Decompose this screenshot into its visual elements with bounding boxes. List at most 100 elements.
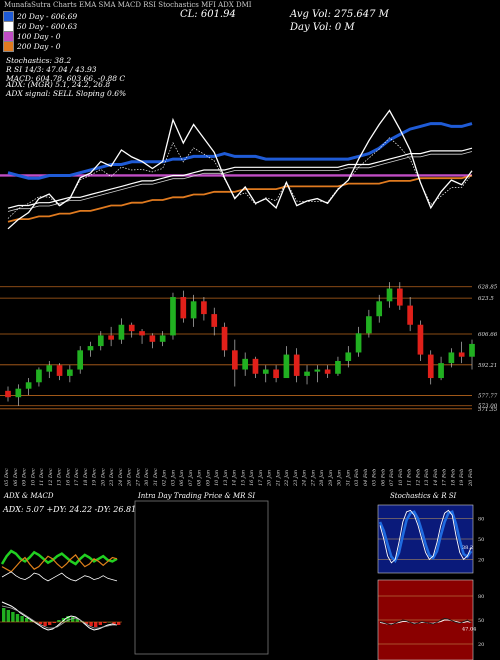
candle-body — [36, 369, 42, 383]
x-tick-label: 04 Feb — [363, 469, 369, 486]
candle-body — [139, 331, 145, 336]
ema20-line — [7, 122, 473, 180]
macd-histogram-bar — [2, 608, 6, 622]
candle-body — [15, 388, 22, 398]
intraday-panel-title: Intra Day Trading Price & MR SI — [138, 492, 256, 500]
x-tick-label: 10 Feb — [398, 469, 404, 486]
macd-histogram-bar — [117, 622, 121, 625]
x-tick-label: 06 Dec — [13, 468, 19, 486]
candle-body — [56, 365, 63, 376]
candle-body — [469, 343, 475, 357]
macd-histogram-bar — [20, 616, 24, 622]
candle-body — [458, 352, 465, 357]
intraday-panel-frame — [134, 500, 269, 655]
candle-body — [407, 305, 413, 325]
macd-histogram-bar — [15, 614, 20, 622]
x-tick-label: 18 Feb — [450, 469, 456, 486]
x-tick-label: 05 Dec — [4, 468, 10, 486]
macd-histogram-bar — [43, 622, 47, 626]
candle-body — [159, 335, 166, 342]
candle-body — [128, 324, 135, 332]
x-tick-label: 20 Jan — [267, 470, 273, 487]
x-tick-label: 13 Jan — [223, 470, 229, 486]
price-level-label: 623.5 — [478, 296, 494, 302]
candle-body — [77, 350, 84, 370]
x-tick-label: 15 Jan — [240, 470, 246, 486]
candle-body — [170, 297, 176, 336]
candle-body — [46, 365, 53, 372]
x-tick-label: 20 Dec — [100, 468, 106, 487]
x-tick-label: 07 Feb — [389, 469, 395, 486]
candle-body — [417, 324, 424, 355]
rsi-line — [379, 617, 472, 626]
candle-body — [108, 335, 114, 340]
adx-readout: ADX: (MGR) 5.1, 24.2, 26.8 — [6, 80, 111, 89]
stoch-d-line — [378, 510, 473, 564]
price-level-label: 628.85 — [478, 285, 498, 291]
x-tick-label: 16 Jan — [249, 470, 255, 486]
macd-line — [1, 601, 118, 631]
x-tick-label: 17 Jan — [258, 470, 264, 486]
x-tick-label: 08 Jan — [197, 470, 203, 486]
candle-body — [448, 352, 455, 364]
candle-body — [273, 369, 279, 379]
rsi-scale-label: 50 — [478, 618, 484, 624]
ema50-band-lower — [7, 151, 473, 212]
x-tick-label: 06 Feb — [380, 469, 386, 486]
x-tick-label: 30 Dec — [144, 468, 150, 486]
candle-body — [118, 324, 125, 340]
x-tick-label: 10 Jan — [214, 470, 220, 486]
legend-label: 100 Day - 0 — [17, 31, 61, 41]
close-price-label: CL: 601.94 — [180, 9, 236, 20]
x-tick-label: 14 Feb — [433, 469, 439, 486]
x-tick-label: 26 Dec — [127, 468, 133, 487]
macd-histogram-bar — [98, 622, 102, 625]
candle-body — [314, 369, 321, 372]
price-trace-line — [7, 109, 473, 230]
x-tick-label: 16 Dec — [65, 468, 71, 486]
macd-histogram-bar — [71, 617, 75, 622]
price-level-label: 606.66 — [478, 332, 498, 338]
x-tick-label: 18 Dec — [83, 468, 89, 486]
macd-histogram-bar — [94, 622, 98, 627]
macd-histogram-bar — [11, 612, 15, 622]
macd-readout: MACD: 604.78, 603.66, -0.88 C — [6, 74, 126, 83]
candle-body — [366, 316, 372, 334]
x-tick-label: 27 Jan — [310, 470, 316, 487]
x-tick-label: 21 Jan — [275, 470, 281, 487]
x-tick-label: 03 Feb — [354, 469, 360, 486]
candle-body — [221, 326, 228, 351]
ema-legend: 20 Day - 606.69 50 Day - 600.63 100 Day - … — [3, 10, 78, 52]
x-tick-label: 12 Feb — [415, 469, 421, 486]
x-tick-label: 24 Jan — [302, 470, 308, 487]
macd-histogram-bar — [48, 622, 52, 625]
legend-label: 50 Day - 600.63 — [17, 21, 78, 31]
macd-histogram-bar — [66, 616, 70, 622]
candle-body — [211, 314, 218, 327]
candle-body — [376, 301, 383, 317]
minus-di-line — [1, 554, 118, 573]
x-tick-label: 27 Dec — [135, 468, 141, 487]
candle-body — [345, 352, 352, 361]
candle-body — [201, 301, 207, 315]
x-tick-label: 20 Feb — [468, 469, 474, 487]
adx-line — [1, 571, 118, 582]
legend-label: 20 Day - 606.69 — [17, 11, 78, 21]
stoch-current-label: 38.2 — [462, 545, 473, 551]
x-tick-label: 23 Dec — [109, 468, 115, 487]
macd-signal-line — [1, 605, 117, 629]
legend-item: 200 Day - 0 — [3, 40, 77, 52]
plus-di-line — [0, 549, 118, 566]
macd-histogram-bar — [103, 622, 107, 623]
candle-body — [304, 371, 310, 376]
macd-histogram-bar — [75, 619, 79, 622]
macd-histogram-bar — [89, 622, 93, 626]
price-level-label: 577.77 — [478, 394, 498, 400]
stoch-panel-title: Stochastics & R SI — [390, 492, 457, 500]
x-tick-label: 22 Jan — [284, 470, 290, 487]
macd-histogram-bar — [38, 622, 43, 624]
candle-body — [67, 369, 73, 376]
candle-body — [190, 301, 197, 319]
x-tick-label: 12 Dec — [48, 468, 54, 486]
x-tick-label: 19 Dec — [92, 468, 98, 486]
